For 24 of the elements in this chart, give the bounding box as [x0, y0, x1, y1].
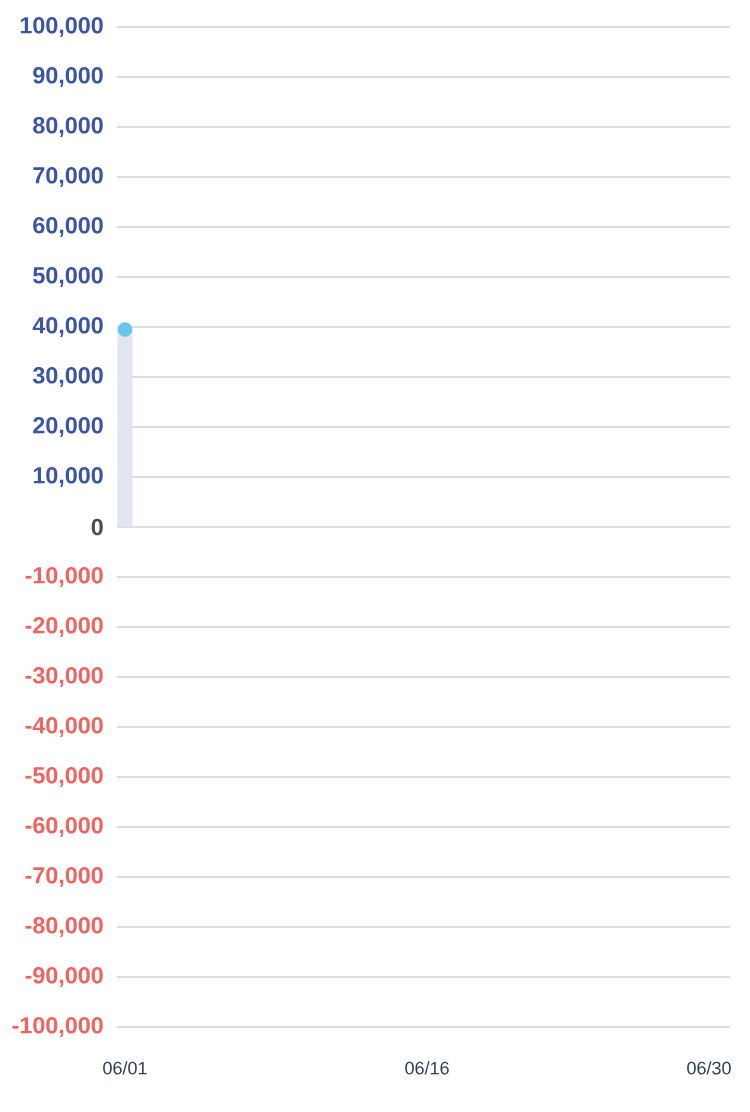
- y-tick-label: -100,000: [12, 1017, 103, 1037]
- y-tick-label: 100,000: [20, 17, 103, 37]
- y-tick-label: -40,000: [25, 717, 103, 737]
- y-tick-label: 30,000: [32, 367, 103, 387]
- y-tick-label: 50,000: [33, 267, 103, 287]
- y-tick-label: -10,000: [25, 567, 103, 587]
- x-tick-label: 06/16: [405, 1061, 449, 1075]
- y-tick-label: 80,000: [33, 117, 103, 137]
- y-tick-label: -50,000: [25, 767, 103, 787]
- x-tick-label: 06/30: [687, 1061, 731, 1075]
- y-tick-label: 90,000: [33, 67, 103, 87]
- y-tick-label: 0: [91, 518, 103, 536]
- x-tick-label: 06/01: [103, 1061, 147, 1075]
- y-tick-label: 10,000: [33, 467, 103, 487]
- y-tick-label: 60,000: [33, 217, 103, 237]
- y-tick-label: -90,000: [25, 967, 103, 987]
- y-tick-label: -80,000: [25, 917, 103, 937]
- y-tick-label: -30,000: [25, 667, 103, 687]
- y-tick-label: 70,000: [33, 167, 103, 187]
- y-tick-label: 20,000: [33, 417, 103, 437]
- y-tick-label: -60,000: [25, 817, 103, 837]
- y-tick-label: -70,000: [25, 867, 103, 887]
- y-tick-label: 40,000: [32, 317, 103, 337]
- y-tick-label: -20,000: [25, 617, 103, 637]
